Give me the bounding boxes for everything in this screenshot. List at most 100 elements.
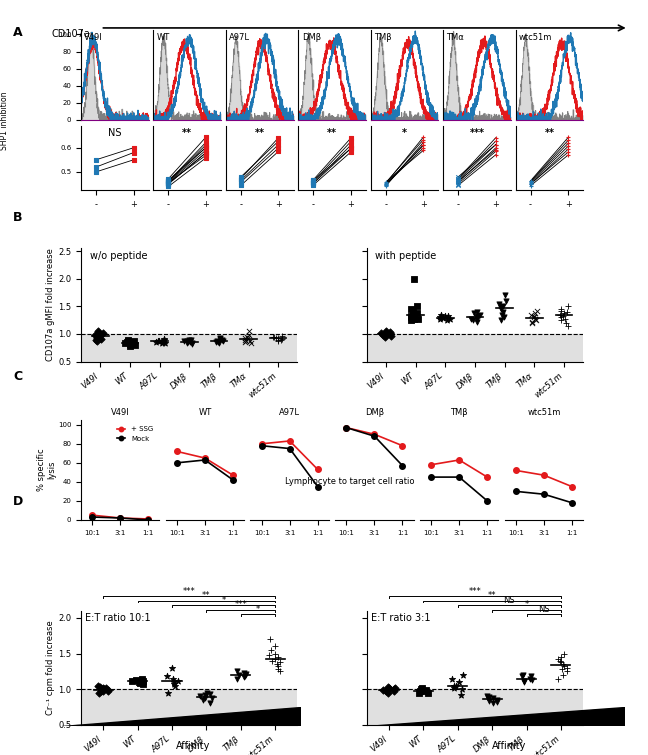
Point xyxy=(154,334,164,347)
Point xyxy=(93,330,104,342)
Text: D: D xyxy=(13,495,23,507)
Point xyxy=(501,295,511,307)
Point xyxy=(163,173,174,185)
Point xyxy=(386,330,396,342)
Point xyxy=(526,175,536,187)
Point xyxy=(458,669,469,681)
Point xyxy=(492,694,503,706)
Point xyxy=(529,311,539,323)
Point xyxy=(419,685,430,697)
Point xyxy=(556,305,566,317)
Point xyxy=(561,662,572,674)
Text: Affinity: Affinity xyxy=(491,741,526,751)
Text: TMβ: TMβ xyxy=(450,408,468,417)
Point xyxy=(418,139,428,151)
Point xyxy=(163,175,174,187)
Point xyxy=(157,336,168,348)
Mock xyxy=(88,513,96,522)
Point xyxy=(204,698,214,710)
Point xyxy=(526,670,536,682)
Point xyxy=(418,144,428,156)
Point xyxy=(418,134,428,146)
Point xyxy=(559,307,569,319)
Point xyxy=(563,131,573,143)
Point xyxy=(380,179,391,191)
Point xyxy=(453,176,463,188)
Point xyxy=(423,687,434,699)
Point xyxy=(168,676,179,688)
Point xyxy=(207,692,217,704)
Point xyxy=(380,331,391,343)
Point xyxy=(380,327,390,339)
Point xyxy=(417,682,428,694)
Point xyxy=(133,676,144,688)
Point xyxy=(195,690,205,702)
Point xyxy=(236,176,246,188)
Point xyxy=(453,173,463,185)
Point xyxy=(346,139,356,151)
Point xyxy=(92,334,102,347)
Point xyxy=(526,175,536,187)
Point xyxy=(346,143,356,155)
Point xyxy=(532,305,542,317)
Point xyxy=(451,680,461,692)
Point xyxy=(519,676,529,688)
Point xyxy=(526,180,536,192)
Point xyxy=(183,336,194,348)
Point xyxy=(232,665,242,677)
Point xyxy=(562,300,573,313)
Point xyxy=(187,337,198,350)
+ SSG xyxy=(117,513,124,522)
Point xyxy=(201,144,211,156)
Point xyxy=(163,178,174,190)
Point xyxy=(201,139,211,151)
Point xyxy=(526,309,537,321)
Point xyxy=(491,131,501,143)
Point xyxy=(453,173,463,185)
Point xyxy=(91,334,101,346)
Point xyxy=(558,669,568,681)
Point xyxy=(563,146,573,158)
Point xyxy=(491,143,501,156)
Point xyxy=(380,180,391,193)
Point xyxy=(91,166,101,178)
Point xyxy=(406,314,416,326)
Point xyxy=(103,686,113,698)
+ SSG xyxy=(88,510,96,519)
Point xyxy=(236,171,246,183)
Polygon shape xyxy=(366,707,625,726)
Point xyxy=(270,653,281,665)
Text: A: A xyxy=(13,26,23,39)
Point xyxy=(408,306,418,318)
Point xyxy=(201,146,211,159)
Point xyxy=(128,154,139,166)
Line: + SSG: + SSG xyxy=(89,513,151,522)
Point xyxy=(472,316,482,328)
Point xyxy=(240,334,250,346)
Text: TMα: TMα xyxy=(446,33,464,42)
Point xyxy=(412,307,422,319)
Point xyxy=(346,135,356,147)
Text: wtc51m: wtc51m xyxy=(527,408,561,417)
Point xyxy=(159,333,169,345)
Point xyxy=(271,332,281,344)
Point xyxy=(563,134,573,146)
Point xyxy=(217,334,227,347)
Y-axis label: % specific
lysis: % specific lysis xyxy=(37,448,56,492)
Text: C: C xyxy=(13,370,22,383)
Text: ***: *** xyxy=(235,600,247,609)
Point xyxy=(519,675,529,687)
Polygon shape xyxy=(62,707,301,726)
Text: **: ** xyxy=(488,591,496,600)
Point xyxy=(472,311,483,323)
Text: A97L: A97L xyxy=(229,33,250,42)
Point xyxy=(560,313,570,325)
Point xyxy=(526,177,536,189)
Point xyxy=(381,325,391,337)
Point xyxy=(563,149,573,161)
Point xyxy=(555,311,566,323)
Point xyxy=(125,338,135,350)
Point xyxy=(530,307,540,319)
Point xyxy=(308,174,318,186)
Text: NS: NS xyxy=(503,596,515,605)
